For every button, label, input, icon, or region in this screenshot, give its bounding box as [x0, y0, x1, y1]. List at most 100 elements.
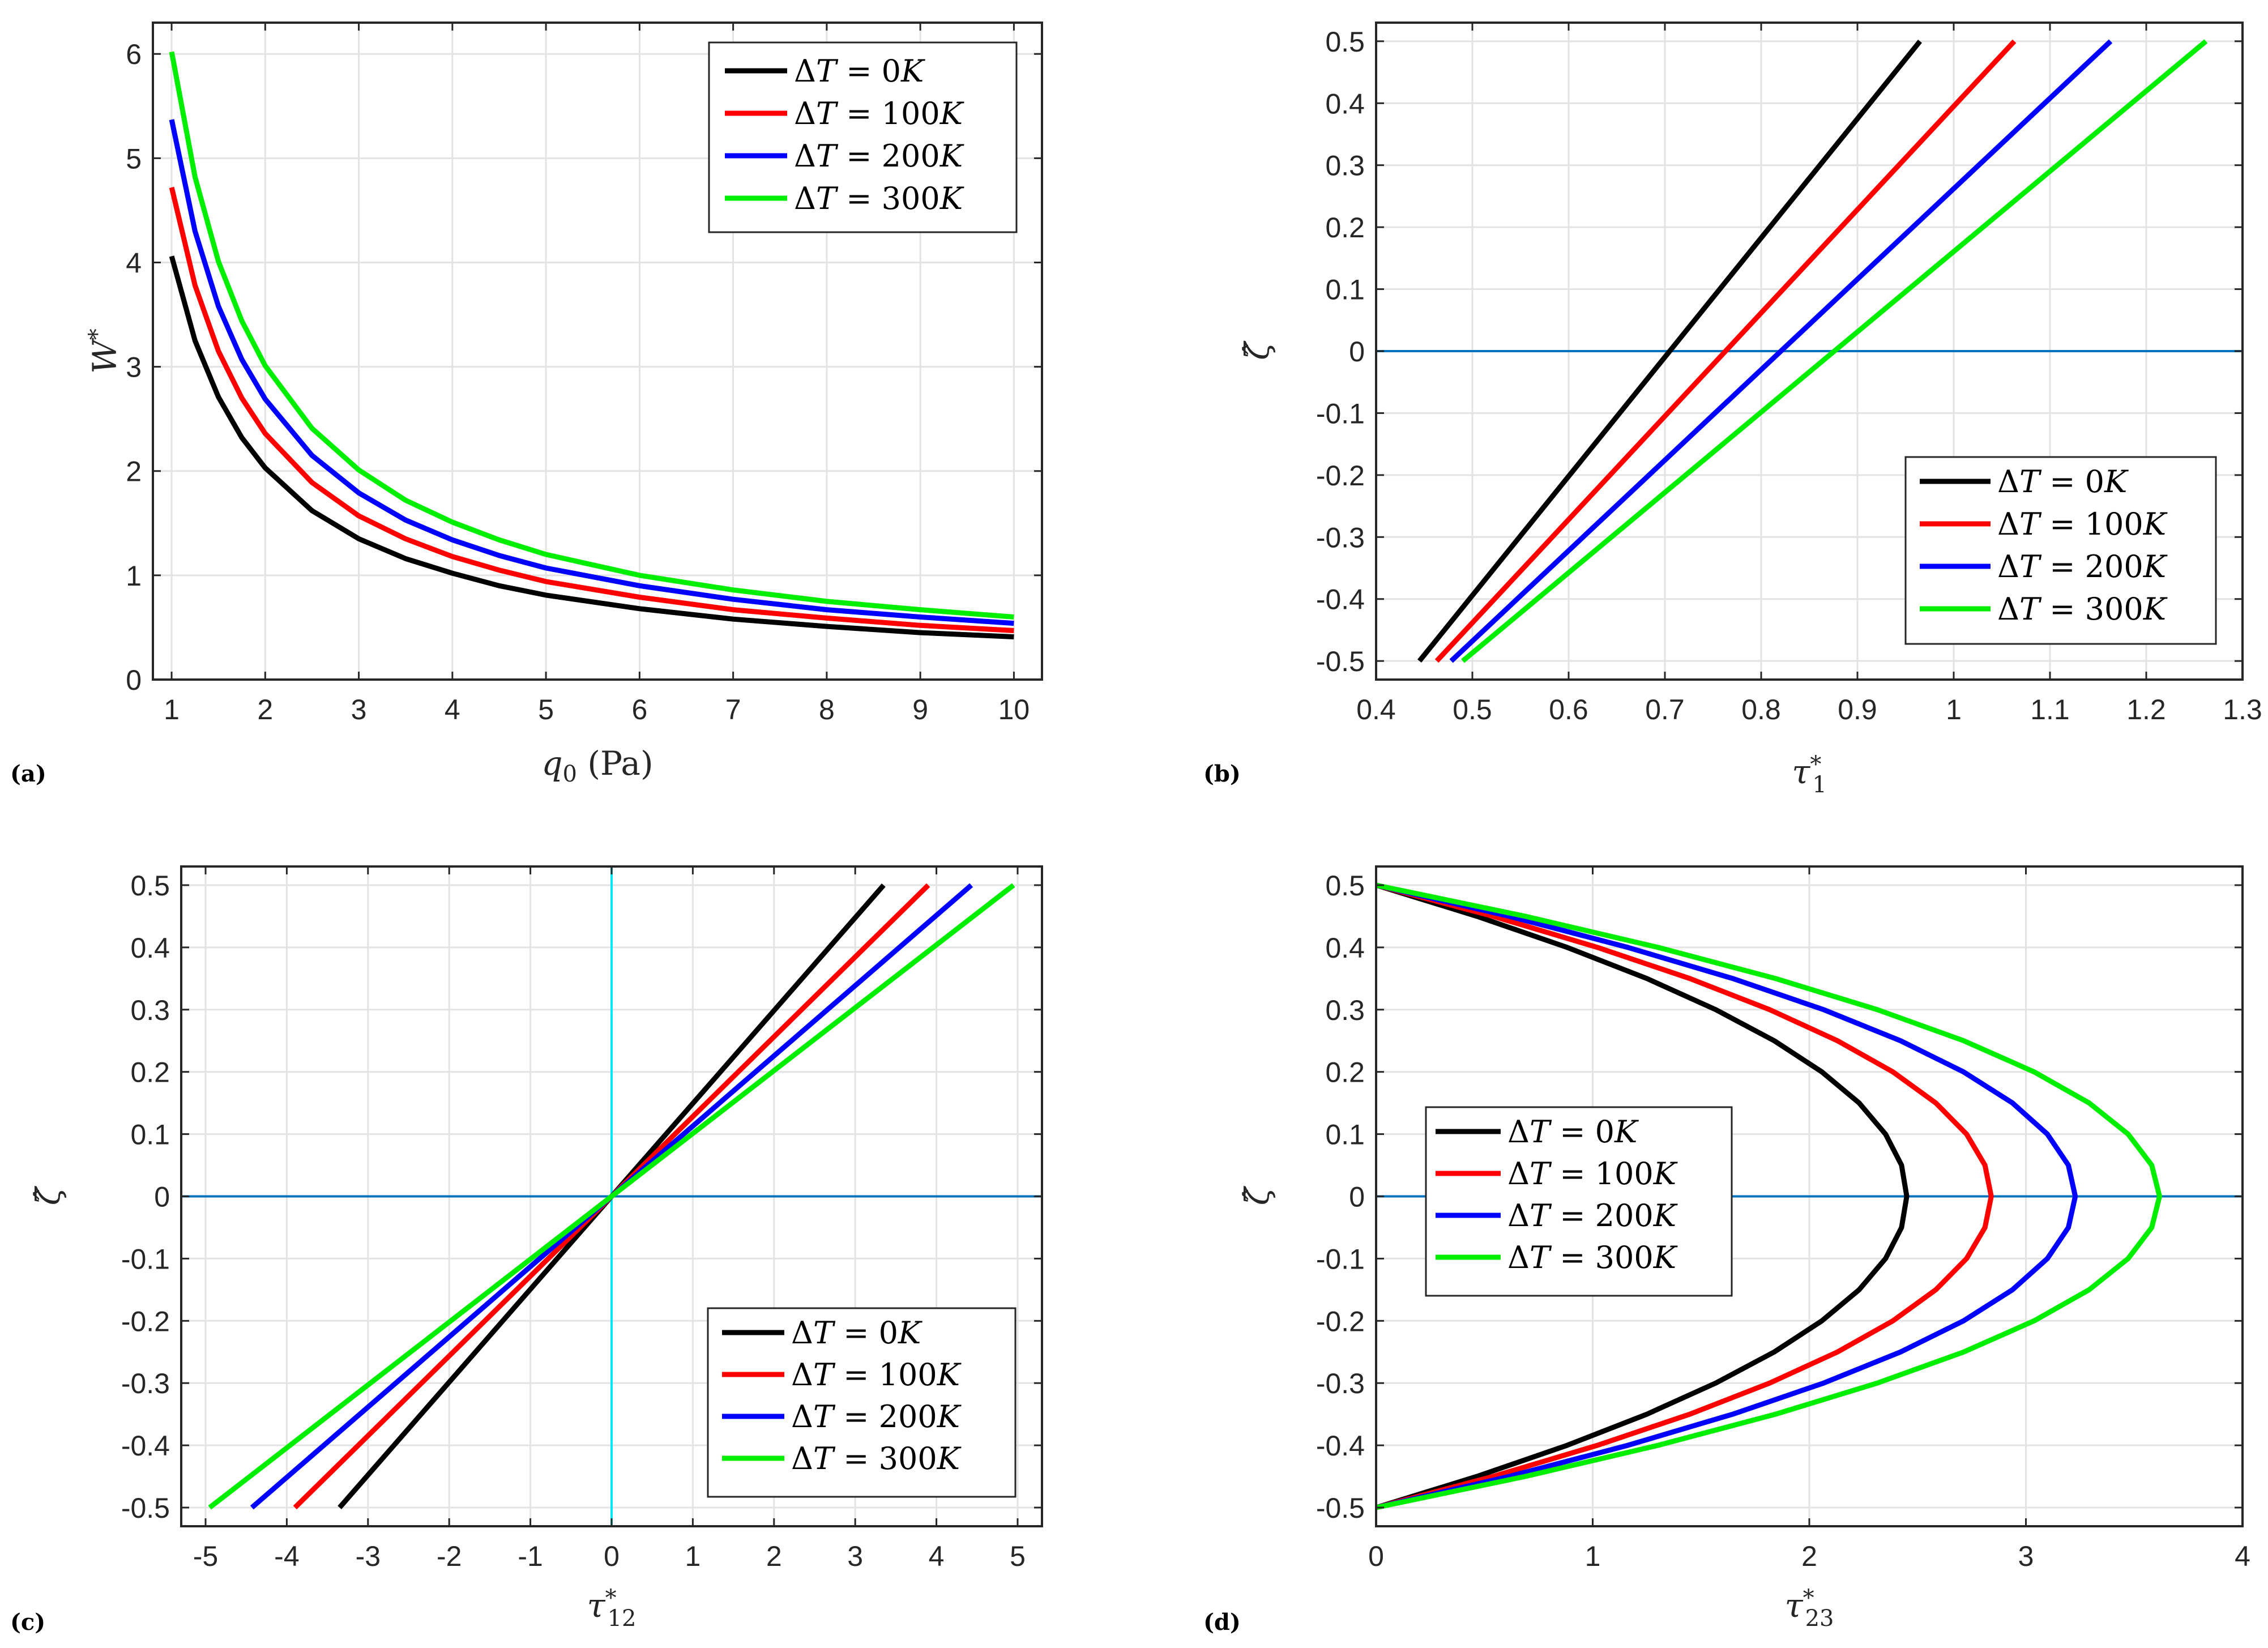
legend-box — [707, 1307, 1016, 1498]
legend: ΔT = 0K ΔT = 100K ΔT = 200K ΔT = 300K — [1425, 1106, 1733, 1297]
x-tick-label: 10 — [998, 694, 1030, 725]
legend: ΔT = 0K ΔT = 100K ΔT = 200K ΔT = 300K — [707, 1307, 1016, 1498]
y-axis-label: ζ̂ — [29, 1185, 67, 1205]
y-tick-label: 0.4 — [130, 932, 170, 964]
series-line-3 — [169, 51, 1014, 620]
x-tick-label: 4 — [2235, 1540, 2250, 1572]
x-tick-label: 1.3 — [2223, 694, 2262, 725]
legend-entry: ΔT = 100K — [1997, 506, 2168, 542]
legend-entry: ΔT = 200K — [1997, 549, 2168, 584]
y-tick-label: 0.4 — [1325, 932, 1365, 964]
legend-entry: ΔT = 100K — [794, 96, 964, 131]
series-line-1 — [1434, 39, 2017, 663]
y-tick-label: -0.2 — [1316, 1305, 1365, 1337]
x-tick-label: -4 — [274, 1540, 299, 1572]
x-tick-label: 1 — [685, 1540, 701, 1572]
x-tick-label: 3 — [847, 1540, 863, 1572]
y-tick-label: 0.1 — [1325, 1119, 1365, 1151]
legend-entry: ΔT = 300K — [1507, 1240, 1678, 1275]
x-tick-label: -5 — [193, 1540, 218, 1572]
chart-panel: -5 -4 -3 -2 -1 0 1 2 3 4 5 -0.5 -0.4 -0.3 -0.2 -0.1 0 0.1… — [10, 865, 1043, 1636]
series-line-2 — [1449, 39, 2113, 663]
series-line-3 — [1376, 882, 2162, 1510]
y-tick-label: 0.4 — [1325, 88, 1365, 119]
series-line-0 — [1417, 39, 1923, 663]
legend-entry: ΔT = 200K — [1507, 1198, 1678, 1233]
y-tick-label: 0.5 — [1325, 870, 1365, 902]
x-tick-label: 1.2 — [2126, 694, 2166, 725]
series-line-2 — [1375, 882, 2078, 1510]
series-line-2 — [169, 119, 1014, 626]
x-tick-label: 5 — [538, 694, 554, 725]
y-tick-label: -0.5 — [1316, 646, 1365, 677]
x-tick-label: 1 — [1946, 694, 1962, 725]
x-tick-label: 3 — [2018, 1540, 2034, 1572]
x-tick-label: 1.1 — [2030, 694, 2070, 725]
panel-label: (b) — [1203, 761, 1241, 787]
chart-panel: 0 1 2 3 4 -0.5 -0.4 -0.3 -0.2 -0.1 0 0.1 0.2 0.3 0.4 0.… — [1203, 865, 2250, 1636]
legend: ΔT = 0K ΔT = 100K ΔT = 200K ΔT = 300K — [708, 41, 1018, 233]
legend-entry: ΔT = 300K — [791, 1441, 962, 1476]
x-tick-label: 2 — [257, 694, 273, 725]
x-tick-label: 0.9 — [1838, 694, 1877, 725]
x-tick-label: -1 — [518, 1540, 543, 1572]
y-axis-label: ζ̂ — [1238, 1185, 1276, 1205]
legend-entry: ΔT = 200K — [791, 1399, 962, 1434]
y-tick-label: 0.5 — [130, 870, 170, 902]
legend-entry: ΔT = 0K — [791, 1315, 922, 1351]
y-tick-label: -0.4 — [1316, 584, 1365, 616]
y-tick-label: 0.2 — [1325, 212, 1365, 244]
legend-entry: ΔT = 300K — [794, 181, 964, 216]
x-tick-label: 2 — [1801, 1540, 1817, 1572]
y-tick-label: -0.4 — [121, 1430, 170, 1462]
panel-label: (c) — [10, 1609, 45, 1636]
panel-label: (a) — [10, 761, 46, 787]
x-tick-label: 0.5 — [1453, 694, 1492, 725]
chart-panel: 0.4 0.5 0.6 0.7 0.8 0.9 1 1.1 1.2 1.3 -0.5 -0.4 -0.3… — [1203, 22, 2262, 798]
x-tick-label: 1 — [164, 694, 180, 725]
series-line-0 — [1375, 882, 1910, 1510]
y-tick-label: -0.5 — [1316, 1492, 1365, 1524]
y-tick-label: -0.1 — [1316, 1243, 1365, 1275]
y-tick-label: 0.3 — [1325, 150, 1365, 182]
x-axis-label: τ* 23 — [1785, 1585, 1834, 1632]
y-tick-label: 0.2 — [1325, 1057, 1365, 1088]
panel-label: (d) — [1203, 1609, 1241, 1636]
y-tick-label: -0.4 — [1316, 1430, 1365, 1462]
y-tick-label: 6 — [126, 39, 142, 70]
x-tick-label: -3 — [356, 1540, 381, 1572]
x-tick-label: 3 — [351, 694, 367, 725]
axes-frame — [152, 22, 1043, 681]
legend-entry: ΔT = 300K — [1997, 591, 2168, 627]
series-line-1 — [1375, 882, 1994, 1510]
y-tick-label: 1 — [126, 560, 142, 592]
y-tick-label: 3 — [126, 352, 142, 383]
y-tick-label: -0.3 — [1316, 522, 1365, 553]
y-tick-label: -0.2 — [121, 1305, 170, 1337]
y-tick-label: -0.2 — [1316, 460, 1365, 492]
y-tick-label: 2 — [126, 456, 142, 488]
legend-entry: ΔT = 0K — [1997, 464, 2129, 499]
y-tick-label: 0 — [1349, 1181, 1365, 1213]
y-tick-label: 0 — [1349, 336, 1365, 368]
x-tick-label: 4 — [929, 1540, 945, 1572]
series-line-1 — [169, 186, 1014, 633]
y-tick-label: -0.5 — [121, 1492, 170, 1524]
y-tick-label: 4 — [126, 247, 142, 279]
x-tick-label: 0 — [1368, 1540, 1384, 1572]
series-line-0 — [169, 255, 1014, 639]
legend-entry: ΔT = 100K — [791, 1357, 962, 1393]
x-tick-label: 0 — [604, 1540, 620, 1572]
x-tick-label: 9 — [912, 694, 928, 725]
legend-box — [1425, 1106, 1733, 1297]
x-tick-label: 0.4 — [1356, 694, 1396, 725]
x-tick-label: 0.7 — [1645, 694, 1685, 725]
y-tick-label: 0 — [154, 1181, 170, 1213]
x-tick-label: 2 — [766, 1540, 782, 1572]
y-tick-label: -0.1 — [1316, 398, 1365, 429]
x-tick-label: -2 — [437, 1540, 462, 1572]
y-tick-label: 0.5 — [1325, 26, 1365, 58]
y-tick-label: 0.2 — [130, 1057, 170, 1088]
